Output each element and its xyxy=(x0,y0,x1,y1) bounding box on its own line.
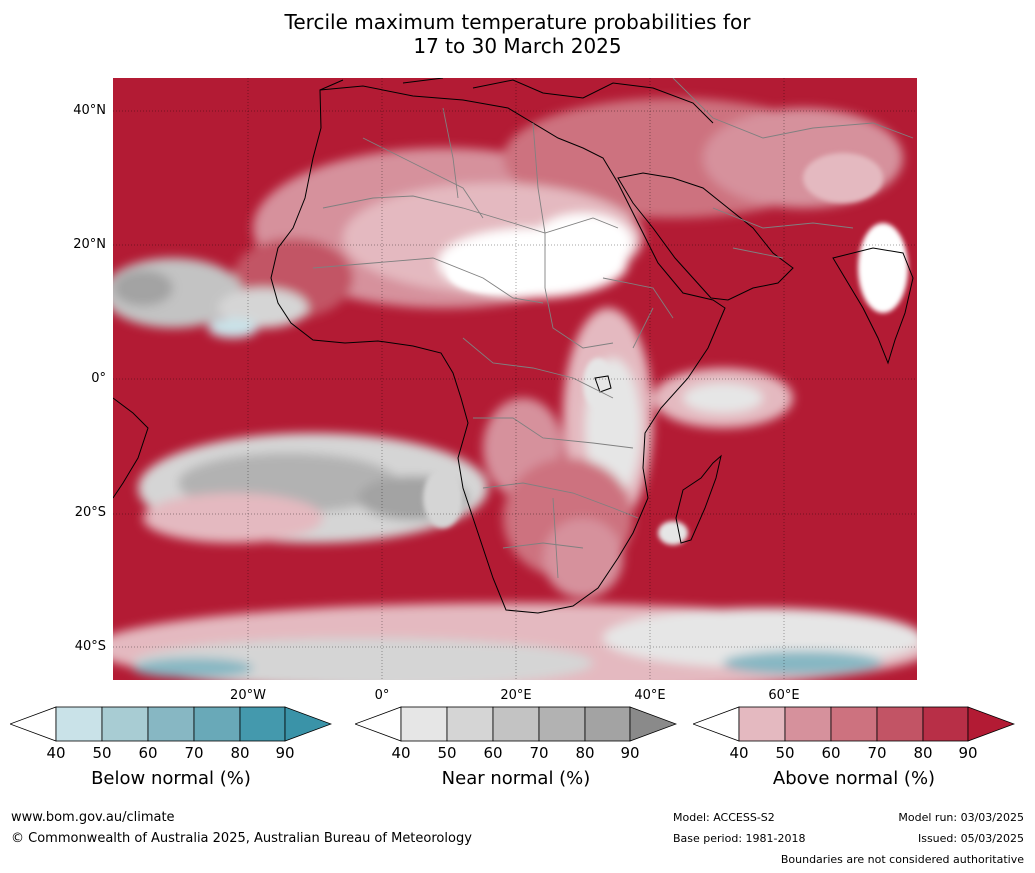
cbar-above-tick: 70 xyxy=(867,744,887,762)
cbar-above-tick: 90 xyxy=(958,744,978,762)
cbar-above-tick: 50 xyxy=(775,744,795,762)
lat-label-20n: 20°N xyxy=(73,237,106,252)
lat-label-40s: 40°S xyxy=(74,639,106,654)
forecast-map xyxy=(113,78,917,680)
cbar-near-high-extend xyxy=(629,706,677,742)
cbar-above-bin-2 xyxy=(784,706,832,742)
arabia-coastline xyxy=(617,172,794,301)
cbar-above-bin-1 xyxy=(738,706,786,742)
cbar-below-bin-4 xyxy=(193,706,241,742)
colorbar-near-title: Near normal (%) xyxy=(441,768,591,789)
south-america-coastline xyxy=(113,397,149,499)
copyright-text: © Commonwealth of Australia 2025, Austra… xyxy=(11,831,472,846)
cbar-near-bin-2 xyxy=(446,706,494,742)
model-run-text: Model run: 03/03/2025 xyxy=(898,811,1024,824)
colorbar-above-normal xyxy=(693,706,1015,742)
lon-label-0: 0° xyxy=(374,688,390,703)
lon-label-40e: 40°E xyxy=(634,688,666,703)
cbar-below-tick: 50 xyxy=(92,744,112,762)
coastlines xyxy=(113,78,914,614)
cbar-below-tick: 80 xyxy=(230,744,250,762)
probability-detail xyxy=(423,153,908,545)
model-text: Model: ACCESS-S2 xyxy=(673,811,775,824)
cbar-below-tick: 40 xyxy=(46,744,66,762)
map-title-line1: Tercile maximum temperature probabilitie… xyxy=(284,10,751,34)
lat-label-40n: 40°N xyxy=(73,103,106,118)
cbar-below-low-extend xyxy=(10,706,57,742)
colorbar-below-normal xyxy=(10,706,332,742)
map-title-line2: 17 to 30 March 2025 xyxy=(413,34,622,58)
europe-coastline xyxy=(319,78,714,124)
probability-shading xyxy=(113,98,917,680)
cbar-below-bin-5 xyxy=(239,706,286,742)
cbar-near-bin-1 xyxy=(400,706,448,742)
map-canvas xyxy=(113,78,917,680)
cbar-above-bin-3 xyxy=(830,706,878,742)
cbar-below-tick: 70 xyxy=(184,744,204,762)
cbar-near-bin-4 xyxy=(538,706,586,742)
colorbar-below-title: Below normal (%) xyxy=(91,768,251,789)
cbar-near-tick: 60 xyxy=(483,744,503,762)
cbar-near-bin-5 xyxy=(584,706,631,742)
disclaimer-text: Boundaries are not considered authoritat… xyxy=(780,853,1024,866)
cbar-near-tick: 50 xyxy=(437,744,457,762)
cbar-near-low-extend xyxy=(355,706,402,742)
cbar-below-tick: 90 xyxy=(275,744,295,762)
cbar-above-low-extend xyxy=(693,706,740,742)
cbar-below-tick: 60 xyxy=(138,744,158,762)
india-coastline xyxy=(832,247,914,365)
cbar-above-bin-4 xyxy=(876,706,924,742)
cbar-near-tick: 40 xyxy=(391,744,411,762)
cbar-below-bin-1 xyxy=(55,706,103,742)
cbar-near-tick: 80 xyxy=(575,744,595,762)
base-period-text: Base period: 1981-2018 xyxy=(673,832,806,845)
africa-coastline xyxy=(270,85,726,614)
cbar-above-tick: 60 xyxy=(821,744,841,762)
lon-label-20w: 20°W xyxy=(230,688,266,703)
cbar-near-tick: 90 xyxy=(620,744,640,762)
lat-label-0: 0° xyxy=(91,371,106,386)
country-borders xyxy=(312,78,914,579)
lat-label-20s: 20°S xyxy=(74,505,106,520)
cbar-below-bin-2 xyxy=(101,706,149,742)
cbar-below-high-extend xyxy=(284,706,332,742)
cbar-near-tick: 70 xyxy=(529,744,549,762)
colorbar-near-normal xyxy=(355,706,677,742)
website-text: www.bom.gov.au/climate xyxy=(11,810,175,825)
cbar-above-high-extend xyxy=(967,706,1015,742)
cbar-above-bin-5 xyxy=(922,706,969,742)
cbar-above-tick: 80 xyxy=(913,744,933,762)
cbar-below-bin-3 xyxy=(147,706,195,742)
lon-label-60e: 60°E xyxy=(768,688,800,703)
lon-label-20e: 20°E xyxy=(500,688,532,703)
colorbar-above-title: Above normal (%) xyxy=(772,768,936,789)
cbar-near-bin-3 xyxy=(492,706,540,742)
cbar-above-tick: 40 xyxy=(729,744,749,762)
graticule xyxy=(113,78,917,680)
madagascar-coastline xyxy=(675,454,722,544)
lake-victoria xyxy=(594,375,612,393)
issued-text: Issued: 05/03/2025 xyxy=(917,832,1024,845)
